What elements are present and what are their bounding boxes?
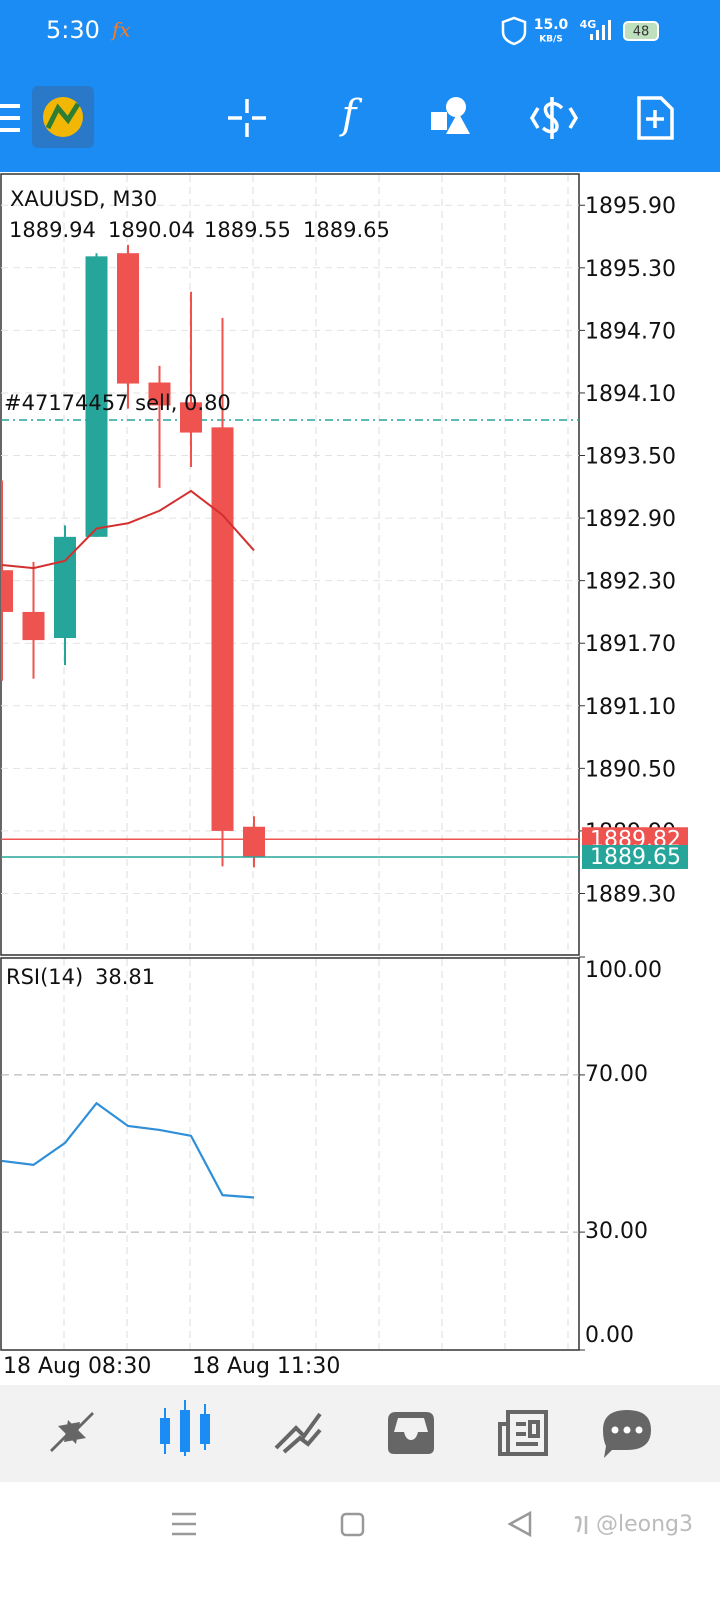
fx-icon: fx bbox=[110, 18, 131, 42]
new-order-button[interactable] bbox=[637, 96, 674, 140]
objects-button[interactable] bbox=[431, 97, 470, 134]
y-tick-label: 1892.90 bbox=[585, 507, 676, 532]
shield-icon bbox=[501, 16, 527, 46]
chat-tab[interactable] bbox=[603, 1410, 651, 1458]
candle-body bbox=[148, 382, 171, 406]
y-tick-label: 1895.90 bbox=[585, 194, 676, 219]
y-tick-label: 0.00 bbox=[585, 1323, 634, 1348]
net-speed-unit: KB/S bbox=[539, 35, 563, 45]
y-tick-label: 70.00 bbox=[585, 1062, 648, 1087]
rsi-line bbox=[1, 1101, 255, 1199]
news-tab[interactable] bbox=[498, 1410, 548, 1456]
last-high: 1890.04 bbox=[108, 218, 195, 242]
symbol-title: XAUUSD, M30 bbox=[10, 187, 157, 211]
y-tick-label: 1890.50 bbox=[585, 757, 676, 782]
y-tick-label: 1893.50 bbox=[585, 445, 676, 470]
y-tick-label: 100.00 bbox=[585, 958, 662, 983]
system-nav bbox=[172, 1510, 532, 1538]
history-tab[interactable] bbox=[388, 1412, 434, 1454]
battery-level: 48 bbox=[633, 25, 650, 40]
top-bar bbox=[0, 0, 720, 172]
last-low: 1889.55 bbox=[204, 218, 291, 242]
network-type: 4G bbox=[580, 18, 597, 31]
home-button[interactable] bbox=[340, 1512, 365, 1537]
watermark-logo bbox=[574, 1516, 588, 1534]
y-tick-label: 30.00 bbox=[585, 1219, 648, 1244]
last-close: 1889.65 bbox=[303, 218, 390, 242]
y-tick-label: 1891.10 bbox=[585, 695, 676, 720]
trade-tab[interactable] bbox=[274, 1412, 322, 1454]
quotes-tab[interactable] bbox=[50, 1412, 94, 1452]
back-button[interactable] bbox=[507, 1510, 532, 1538]
x-tick-label: 18 Aug 11:30 bbox=[192, 1354, 340, 1379]
y-tick-label: 1891.70 bbox=[585, 632, 676, 657]
crosshair-button[interactable] bbox=[228, 99, 266, 137]
candle-body bbox=[180, 402, 202, 433]
trade-button[interactable] bbox=[529, 97, 579, 139]
status-time: 5:30 bbox=[46, 16, 100, 44]
last-open: 1889.94 bbox=[9, 218, 96, 242]
candle-body bbox=[243, 826, 265, 857]
candle-body bbox=[211, 427, 234, 831]
app-logo[interactable] bbox=[32, 86, 94, 148]
net-speed: 15.0 bbox=[534, 17, 569, 33]
watermark: @leong3 bbox=[596, 1512, 693, 1537]
moving-average bbox=[1, 489, 255, 570]
candle-body bbox=[1, 570, 13, 612]
x-tick-label: 18 Aug 08:30 bbox=[3, 1354, 151, 1379]
battery-icon bbox=[623, 21, 659, 41]
signal-icon bbox=[590, 20, 611, 40]
rsi-panel bbox=[0, 957, 580, 1351]
recents-button[interactable] bbox=[172, 1512, 196, 1536]
bid-label-bg bbox=[582, 844, 688, 869]
y-tick-label: 1895.30 bbox=[585, 257, 676, 282]
bottom-nav bbox=[0, 1385, 720, 1482]
y-tick-label: 1892.30 bbox=[585, 570, 676, 595]
candle-body bbox=[85, 256, 108, 537]
chart-tab[interactable] bbox=[160, 1400, 210, 1456]
rsi-title: RSI(14) bbox=[6, 965, 83, 989]
candle-body bbox=[117, 253, 139, 384]
y-tick-label: 1894.70 bbox=[585, 319, 676, 344]
y-tick-label: 1889.30 bbox=[585, 882, 676, 907]
candle-body bbox=[22, 611, 45, 641]
menu-button[interactable] bbox=[0, 104, 20, 132]
order-label: #47174457 sell, 0.80 bbox=[4, 391, 231, 415]
bid-label: 1889.65 bbox=[590, 845, 681, 870]
rsi-value: 38.81 bbox=[95, 965, 155, 989]
y-tick-label: 1894.10 bbox=[585, 382, 676, 407]
